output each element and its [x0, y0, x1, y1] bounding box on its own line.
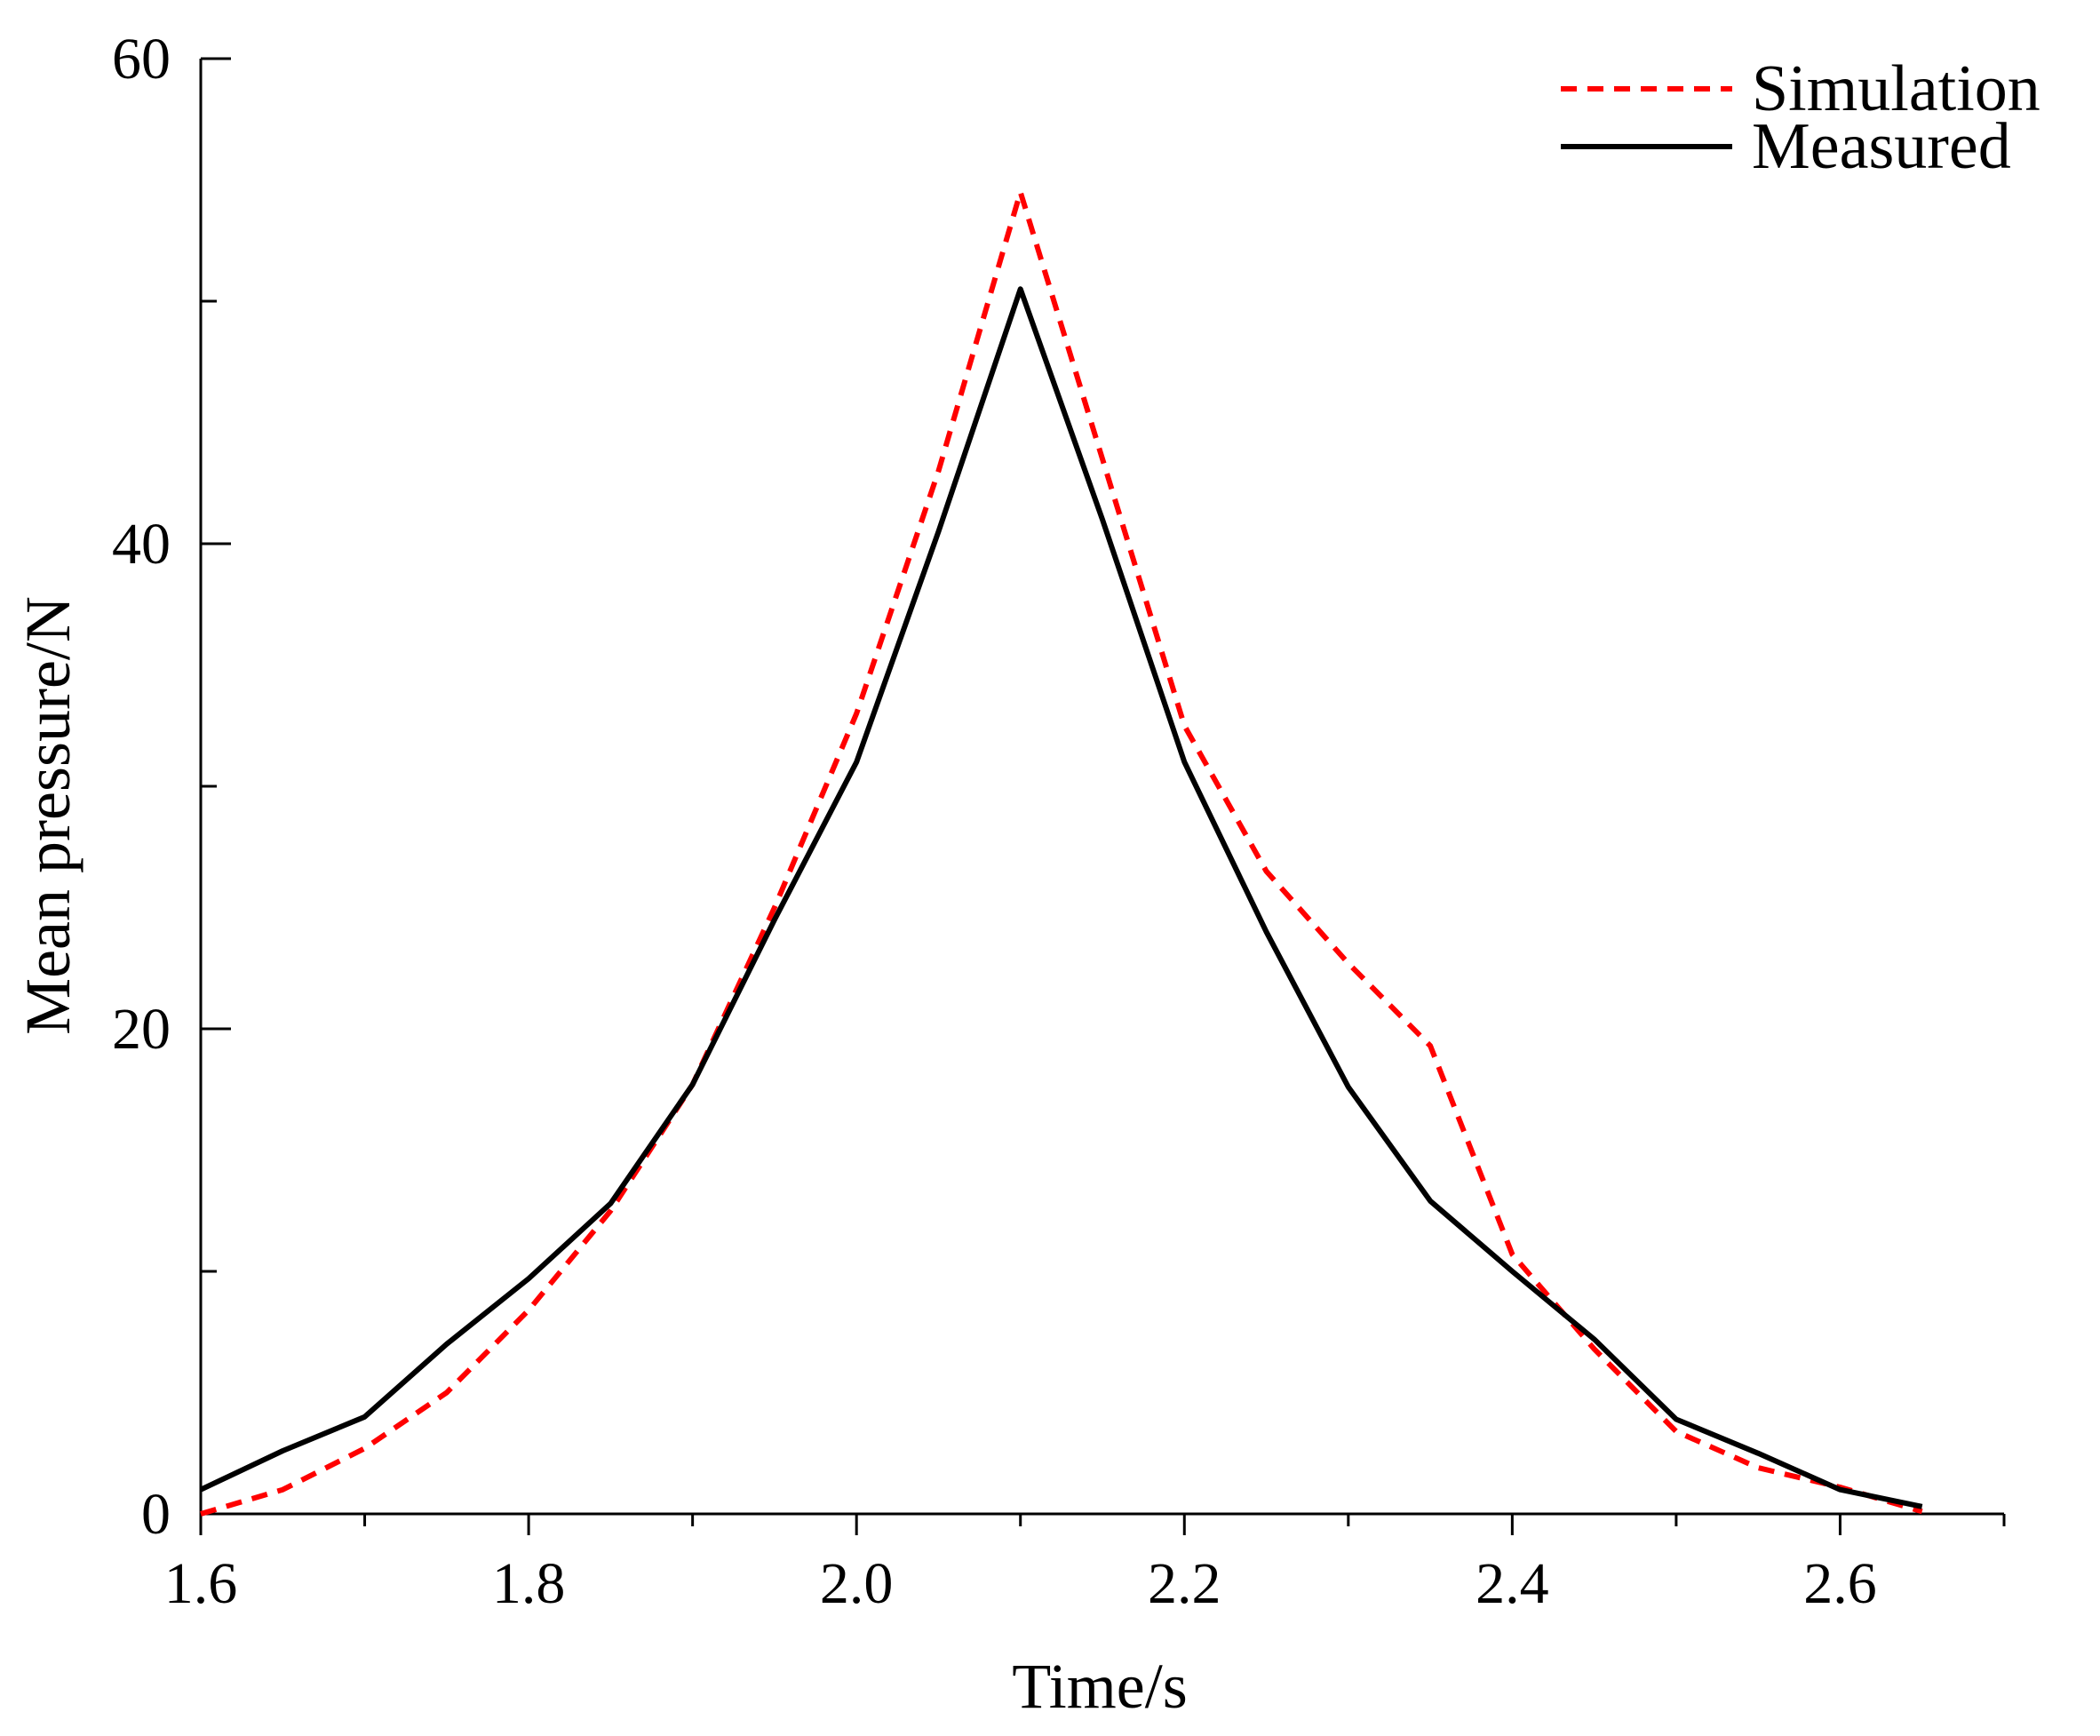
legend-label-simulation: Simulation — [1752, 52, 2040, 125]
x-tick-label: 2.4 — [1476, 1551, 1549, 1616]
x-tick-label: 2.0 — [820, 1551, 894, 1616]
x-tick-label: 2.2 — [1148, 1551, 1221, 1616]
tick-labels: 1.6 1.8 2.0 2.2 2.4 2.6 0 20 40 60 — [112, 27, 1877, 1616]
series-line-measured — [199, 286, 1923, 1509]
y-tick-label: 60 — [112, 27, 171, 92]
y-tick-label: 40 — [112, 512, 171, 577]
data-series — [199, 189, 1923, 1517]
y-axis-title: Mean pressure/N — [12, 596, 84, 1035]
series-line-simulation — [200, 189, 1923, 1517]
x-tick-label: 1.8 — [492, 1551, 566, 1616]
x-tick-label: 1.6 — [164, 1551, 238, 1616]
y-tick-label: 0 — [141, 1482, 171, 1547]
x-axis-title: Time/s — [1012, 1651, 1187, 1722]
axes — [199, 57, 2006, 1535]
y-tick-label: 20 — [112, 997, 171, 1062]
legend-label-measured: Measured — [1752, 110, 2011, 183]
x-tick-label: 2.6 — [1803, 1551, 1877, 1616]
